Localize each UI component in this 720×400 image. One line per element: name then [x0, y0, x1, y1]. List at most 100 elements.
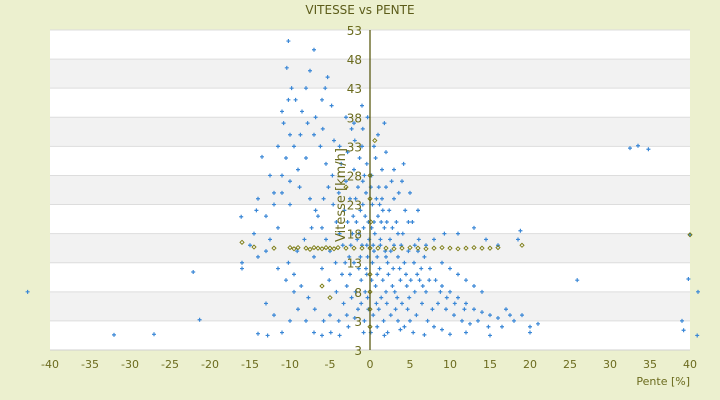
- data-point-series1: [248, 243, 252, 248]
- data-point-series1: [312, 47, 316, 52]
- x-tick-label: 0: [367, 358, 374, 371]
- data-point-series2: [375, 245, 381, 251]
- data-point-series1: [306, 295, 311, 300]
- data-point-series1: [381, 318, 386, 323]
- data-point-series1: [456, 272, 460, 277]
- data-point-series1: [312, 132, 316, 137]
- data-point-series1: [402, 324, 407, 329]
- data-point-series1: [412, 243, 417, 248]
- data-point-series1: [308, 68, 312, 73]
- data-point-series1: [452, 301, 457, 306]
- data-point-series2: [487, 245, 493, 251]
- data-point-series1: [379, 295, 384, 300]
- data-point-series1: [341, 301, 346, 306]
- data-point-series1: [348, 243, 353, 248]
- data-point-series1: [320, 225, 324, 230]
- data-point-series1: [378, 237, 383, 242]
- data-point-series1: [484, 237, 488, 242]
- data-point-series2: [287, 244, 293, 251]
- data-point-series1: [281, 121, 286, 126]
- data-point-series1: [334, 220, 339, 224]
- data-point-series1: [340, 243, 345, 248]
- data-point-series1: [363, 214, 368, 219]
- data-point-series1: [528, 330, 532, 335]
- data-point-series1: [333, 260, 338, 265]
- data-point-series1: [358, 208, 363, 213]
- data-point-series2: [351, 245, 357, 251]
- data-point-series1: [344, 284, 349, 288]
- data-point-series1: [496, 316, 500, 320]
- data-point-series1: [356, 266, 361, 271]
- data-point-series1: [292, 289, 296, 294]
- data-point-series1: [268, 237, 272, 242]
- data-point-series1: [528, 324, 532, 329]
- data-point-series1: [339, 161, 344, 166]
- x-tick-label: -40: [41, 358, 59, 371]
- data-point-series1: [337, 231, 342, 236]
- data-point-series1: [264, 249, 268, 254]
- data-point-series1: [356, 185, 360, 190]
- data-point-series1: [384, 220, 389, 224]
- data-point-series1: [411, 330, 416, 335]
- data-point-series1: [388, 237, 392, 242]
- data-point-series1: [305, 121, 310, 126]
- data-point-series1: [360, 103, 364, 108]
- y-tick-label: 8: [354, 286, 362, 300]
- data-point-series1: [400, 179, 404, 184]
- data-point-series1: [480, 289, 484, 294]
- data-point-series1: [512, 318, 516, 323]
- data-point-series1: [416, 237, 421, 242]
- data-point-series1: [508, 313, 512, 318]
- data-point-series1: [696, 289, 700, 294]
- data-point-series1: [324, 237, 328, 242]
- data-point-series1: [360, 179, 365, 184]
- data-point-series1: [320, 126, 325, 131]
- data-point-series1: [375, 254, 380, 259]
- data-point-series1: [272, 202, 276, 207]
- data-point-series1: [444, 307, 448, 312]
- data-point-series1: [343, 260, 348, 265]
- data-point-series1: [312, 307, 317, 312]
- data-point-series1: [280, 330, 284, 335]
- data-point-series2: [407, 244, 413, 251]
- data-point-series2: [327, 245, 333, 251]
- data-point-series1: [260, 154, 264, 159]
- data-point-series1: [372, 231, 377, 236]
- data-point-series1: [384, 150, 388, 155]
- data-point-series1: [680, 318, 684, 323]
- data-point-series1: [344, 313, 349, 318]
- data-point-series2: [423, 246, 429, 252]
- data-point-series1: [364, 190, 368, 195]
- data-point-series1: [292, 272, 296, 277]
- data-point-series1: [476, 318, 480, 323]
- data-point-series1: [346, 324, 351, 329]
- data-point-series1: [688, 232, 692, 237]
- data-point-series1: [460, 318, 464, 323]
- data-point-series1: [355, 237, 360, 242]
- data-point-series2: [447, 245, 453, 251]
- data-point-series1: [681, 328, 686, 333]
- data-point-series1: [284, 278, 288, 283]
- data-point-series1: [403, 208, 408, 213]
- data-point-series2: [271, 245, 277, 251]
- data-point-series1: [371, 313, 376, 318]
- data-point-series1: [428, 266, 432, 271]
- data-point-series1: [330, 173, 335, 178]
- data-point-series1: [442, 231, 447, 236]
- data-point-series2: [311, 244, 317, 251]
- data-point-series1: [152, 332, 156, 337]
- data-point-series1: [371, 243, 376, 248]
- data-point-series1: [356, 307, 360, 312]
- data-point-series2: [307, 246, 313, 252]
- data-point-series1: [334, 289, 339, 294]
- data-point-series1: [254, 208, 259, 213]
- data-point-series2: [343, 245, 349, 251]
- data-point-series1: [349, 126, 354, 131]
- x-tick-label: 30: [603, 358, 617, 371]
- data-point-series1: [353, 196, 358, 201]
- data-point-series1: [472, 307, 476, 312]
- data-point-series1: [520, 313, 524, 318]
- data-point-series1: [276, 266, 280, 271]
- x-tick-label: 35: [643, 358, 657, 371]
- data-point-series1: [336, 318, 341, 323]
